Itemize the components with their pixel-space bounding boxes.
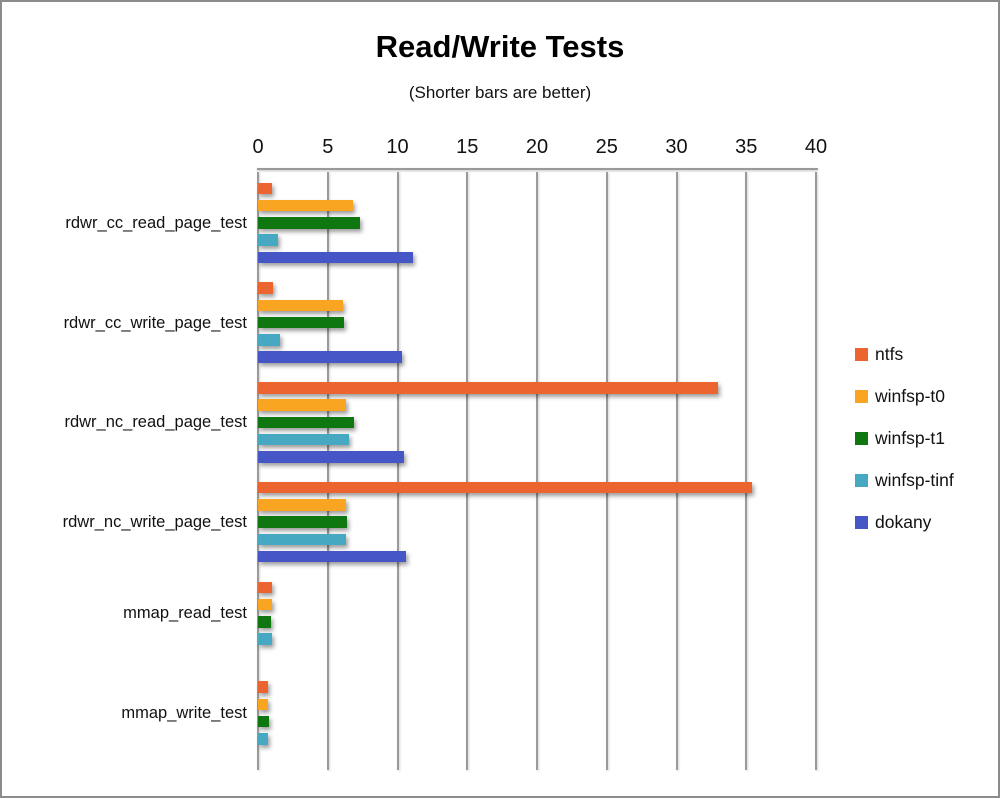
legend: ntfs winfsp-t0 winfsp-t1 winfsp-tinf dokany bbox=[855, 333, 1000, 543]
gridline bbox=[745, 172, 748, 770]
bar-winfsp-tinf bbox=[258, 533, 346, 546]
legend-color-swatch-icon bbox=[855, 431, 868, 445]
gridlines bbox=[257, 172, 817, 770]
bar-winfsp-t1 bbox=[258, 616, 271, 628]
bar-winfsp-t0 bbox=[258, 199, 353, 212]
chart-subtitle: (Shorter bars are better) bbox=[408, 83, 592, 102]
legend-item: ntfs bbox=[855, 333, 1000, 375]
bar-dokany bbox=[258, 351, 402, 363]
bar-ntfs bbox=[258, 182, 272, 195]
x-tick-label: 35 bbox=[735, 136, 758, 158]
x-tick-label: 5 bbox=[322, 136, 334, 158]
gridline bbox=[396, 172, 399, 770]
x-axis-line bbox=[257, 168, 818, 170]
legend-label: winfsp-tinf bbox=[875, 469, 954, 490]
legend-color-swatch-icon bbox=[855, 473, 868, 487]
category-label: rdwr_cc_write_page_test bbox=[63, 313, 247, 332]
gridline bbox=[466, 172, 469, 770]
plot-area bbox=[257, 171, 817, 770]
category-label: mmap_read_test bbox=[123, 604, 247, 623]
bar-winfsp-t0 bbox=[258, 399, 346, 411]
legend-color-swatch-icon bbox=[855, 389, 868, 403]
bars bbox=[258, 171, 816, 770]
category-label: mmap_write_test bbox=[121, 703, 247, 722]
legend-item: winfsp-t1 bbox=[855, 417, 1000, 459]
gridline bbox=[675, 172, 678, 770]
bar-ntfs bbox=[258, 282, 274, 294]
x-tick-label: 0 bbox=[252, 136, 264, 158]
x-tick-label: 40 bbox=[804, 136, 828, 158]
chart-title: Read/Write Tests bbox=[375, 29, 625, 64]
category-label: rdwr_cc_read_page_test bbox=[65, 213, 247, 232]
gridline bbox=[257, 172, 259, 770]
category-labels: rdwr_cc_read_page_test rdwr_cc_write_page… bbox=[10, 171, 247, 770]
x-axis-tick-labels: 0 5 10 15 20 25 30 35 40 bbox=[252, 134, 827, 160]
bar-winfsp-t1 bbox=[258, 217, 360, 229]
gridline bbox=[605, 172, 608, 770]
bar-winfsp-tinf bbox=[258, 334, 281, 346]
bar-ntfs bbox=[258, 581, 272, 594]
category-label: rdwr_nc_write_page_test bbox=[62, 513, 247, 532]
x-tick-label: 30 bbox=[665, 136, 688, 158]
bar-winfsp-tinf bbox=[258, 633, 272, 645]
bar-winfsp-tinf bbox=[258, 234, 278, 246]
legend-label: winfsp-t1 bbox=[875, 427, 946, 448]
x-tick-label: 10 bbox=[386, 136, 409, 158]
legend-color-swatch-icon bbox=[855, 515, 868, 529]
bar-winfsp-t0 bbox=[258, 698, 268, 711]
bar-dokany bbox=[258, 550, 406, 563]
legend-label: dokany bbox=[875, 511, 932, 532]
bar-winfsp-t0 bbox=[258, 598, 272, 611]
bar-winfsp-t1 bbox=[258, 416, 355, 429]
legend-color-swatch-icon bbox=[855, 347, 868, 361]
legend-item: dokany bbox=[855, 501, 1000, 543]
bar-ntfs bbox=[258, 481, 752, 494]
bar-winfsp-tinf bbox=[258, 733, 268, 745]
legend-item: winfsp-t0 bbox=[855, 375, 1000, 417]
legend-label: ntfs bbox=[875, 343, 904, 364]
x-tick-label: 15 bbox=[456, 136, 479, 158]
gridline bbox=[536, 172, 538, 770]
legend-label: winfsp-t0 bbox=[875, 385, 946, 406]
gridline bbox=[815, 172, 817, 770]
bar-winfsp-t1 bbox=[258, 316, 345, 329]
bar-dokany bbox=[258, 451, 405, 463]
bar-winfsp-tinf bbox=[258, 433, 349, 446]
bar-winfsp-t0 bbox=[258, 499, 346, 511]
bar-winfsp-t1 bbox=[258, 715, 270, 728]
bar-ntfs bbox=[258, 681, 268, 693]
bar-dokany bbox=[258, 251, 413, 264]
x-tick-label: 25 bbox=[595, 136, 618, 158]
bar-ntfs bbox=[258, 382, 719, 394]
x-tick-label: 20 bbox=[525, 136, 549, 158]
gridline bbox=[326, 172, 329, 770]
bar-winfsp-t0 bbox=[258, 299, 344, 312]
bar-winfsp-t1 bbox=[258, 516, 348, 528]
category-label: rdwr_nc_read_page_test bbox=[64, 413, 247, 432]
legend-item: winfsp-tinf bbox=[855, 459, 1000, 501]
